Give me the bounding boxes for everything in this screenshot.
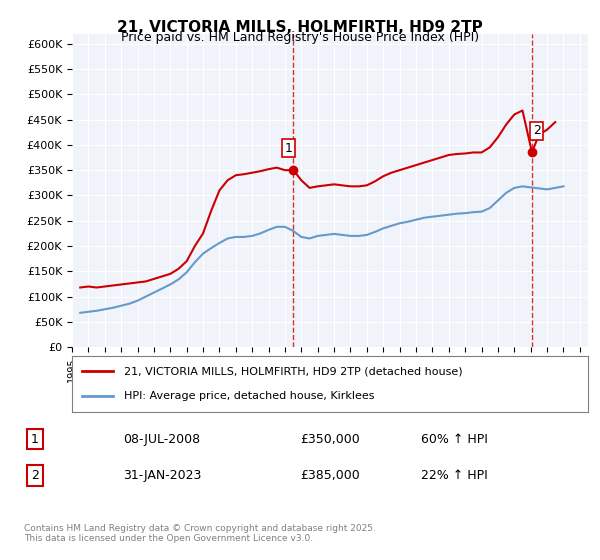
Text: £385,000: £385,000 [300,469,360,482]
Text: Contains HM Land Registry data © Crown copyright and database right 2025.
This d: Contains HM Land Registry data © Crown c… [24,524,376,543]
Text: 1: 1 [31,432,39,446]
Text: 08-JUL-2008: 08-JUL-2008 [124,432,200,446]
Text: 21, VICTORIA MILLS, HOLMFIRTH, HD9 2TP: 21, VICTORIA MILLS, HOLMFIRTH, HD9 2TP [117,20,483,35]
Text: £350,000: £350,000 [300,432,360,446]
Text: 2: 2 [31,469,39,482]
Text: 22% ↑ HPI: 22% ↑ HPI [421,469,488,482]
Text: 60% ↑ HPI: 60% ↑ HPI [421,432,488,446]
Text: HPI: Average price, detached house, Kirklees: HPI: Average price, detached house, Kirk… [124,391,374,401]
Text: 21, VICTORIA MILLS, HOLMFIRTH, HD9 2TP (detached house): 21, VICTORIA MILLS, HOLMFIRTH, HD9 2TP (… [124,366,462,376]
Text: 1: 1 [284,142,292,155]
Text: Price paid vs. HM Land Registry's House Price Index (HPI): Price paid vs. HM Land Registry's House … [121,31,479,44]
Text: 2: 2 [533,124,541,137]
Text: 31-JAN-2023: 31-JAN-2023 [124,469,202,482]
